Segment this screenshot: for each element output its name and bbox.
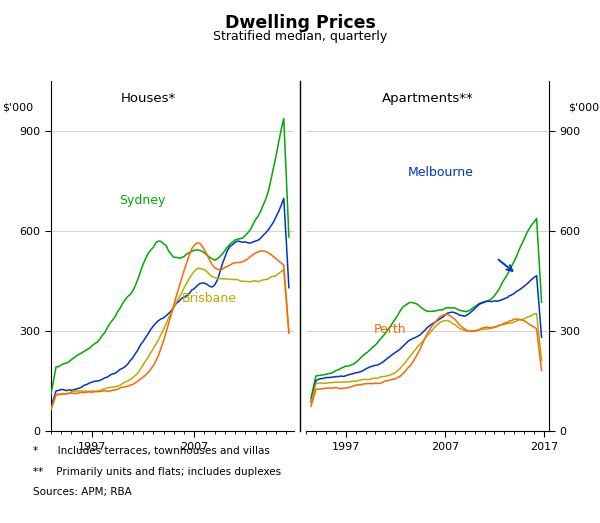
- Text: Brisbane: Brisbane: [182, 292, 237, 305]
- Text: Sydney: Sydney: [119, 194, 166, 207]
- Text: $'000: $'000: [2, 102, 34, 112]
- Text: **    Primarily units and flats; includes duplexes: ** Primarily units and flats; includes d…: [33, 467, 281, 476]
- Text: Melbourne: Melbourne: [408, 166, 474, 179]
- Text: Apartments**: Apartments**: [382, 92, 473, 105]
- Text: Stratified median, quarterly: Stratified median, quarterly: [213, 30, 387, 43]
- Text: Dwelling Prices: Dwelling Prices: [224, 14, 376, 32]
- Text: Sources: APM; RBA: Sources: APM; RBA: [33, 487, 132, 497]
- Text: Houses*: Houses*: [121, 92, 176, 105]
- Text: $'000: $'000: [568, 102, 599, 112]
- Text: *      Includes terraces, townhouses and villas: * Includes terraces, townhouses and vill…: [33, 446, 270, 456]
- Text: Perth: Perth: [374, 323, 407, 336]
